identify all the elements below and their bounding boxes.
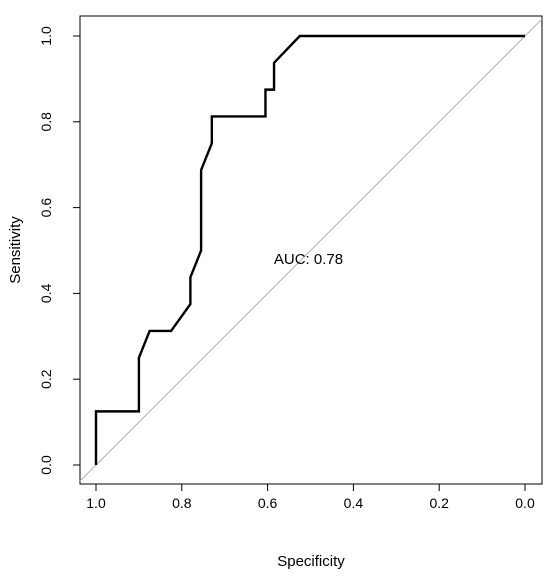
x-tick-label: 0.6 [258,495,278,511]
y-tick-label: 0.8 [38,112,54,132]
x-tick-label: 0.2 [429,495,449,511]
y-axis: 0.0 0.2 0.4 0.6 0.8 1.0 [38,26,80,475]
roc-curve-line [94,34,525,465]
auc-annotation: AUC: 0.78 [274,251,343,268]
y-tick-label: 1.0 [38,26,54,46]
y-tick-label: 0.2 [38,369,54,389]
y-tick-label: 0.6 [38,198,54,218]
x-axis-title: Specificity [277,553,345,570]
x-tick-label: 0.4 [344,495,364,511]
y-axis-title: Sensitivity [7,216,24,284]
reference-diagonal-line [79,18,543,482]
x-axis: 1.0 0.8 0.6 0.4 0.2 0.0 [86,484,535,511]
x-tick-label: 0.8 [172,495,192,511]
x-tick-label: 1.0 [86,495,106,511]
y-tick-label: 0.4 [38,283,54,303]
x-tick-label: 0.0 [515,495,535,511]
plot-frame [79,15,543,485]
y-tick-label: 0.0 [38,455,54,475]
